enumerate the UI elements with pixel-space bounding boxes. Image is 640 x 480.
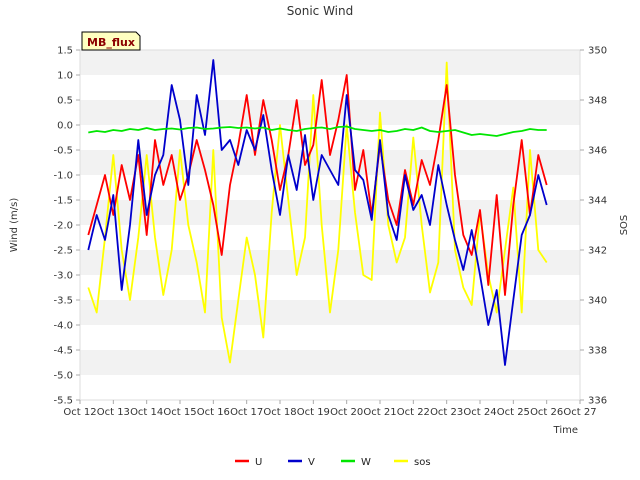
y-axis-title: Wind (m/s): [9, 198, 20, 253]
left-axis: -5.5 -5.0 -4.5 -4.0 -3.5 -3.0 -2.5 -2.0 -1.5 -1.0…: [53, 46, 80, 407]
x-tick-label: Oct 24: [463, 407, 496, 418]
y-tick-label: 0.5: [57, 96, 73, 107]
legend-item-w: W: [341, 457, 371, 468]
y2-tick-label: 346: [588, 146, 607, 157]
legend-label: W: [361, 457, 371, 468]
grid-band: [80, 375, 580, 400]
grid-band: [80, 325, 580, 350]
x-tick-label: Oct 20: [330, 407, 363, 418]
badge-box: [81, 31, 141, 51]
series-line-v: [87, 59, 548, 366]
series-line-sos: [87, 61, 548, 364]
x-tick-label: Oct 14: [130, 407, 163, 418]
y-tick-label: -2.0: [53, 221, 73, 232]
x-tick-label: Oct 25: [497, 407, 530, 418]
x-tick-label: Oct 17: [230, 407, 263, 418]
x-tick-label: Oct 18: [263, 407, 296, 418]
y-tick-label: -2.5: [53, 246, 73, 257]
legend-item-sos: sos: [394, 457, 431, 468]
y2-tick-label: 342: [588, 246, 607, 257]
y-tick-label: -3.5: [53, 296, 73, 307]
grid-band: [80, 250, 580, 275]
x-tick-label: Oct 13: [97, 407, 130, 418]
chart-title: Sonic Wind: [287, 4, 353, 18]
y2-tick-label: 344: [588, 196, 607, 207]
grid-band: [80, 50, 580, 75]
y2-tick-label: 336: [588, 396, 607, 407]
x-tick-label: Oct 16: [197, 407, 230, 418]
series-line-u: [87, 74, 548, 296]
y-tick-label: -5.0: [53, 371, 73, 382]
right-axis: 336 338 340 342 344 346 348 350: [580, 46, 607, 407]
y2-tick-label: 338: [588, 346, 607, 357]
x-tick-label: Oct 12: [63, 407, 96, 418]
grid-band: [80, 350, 580, 375]
legend-label: V: [308, 457, 315, 468]
legend-label: sos: [414, 457, 431, 468]
y-tick-label: -4.5: [53, 346, 73, 357]
x-tick-label: Oct 26: [530, 407, 563, 418]
y-tick-label: 0.0: [57, 121, 73, 132]
legend-label: U: [255, 457, 262, 468]
y-tick-label: -3.0: [53, 271, 73, 282]
y-tick-label: 1.0: [57, 71, 73, 82]
grid-band: [80, 225, 580, 250]
y-tick-label: 1.5: [57, 46, 73, 57]
series-layer: [87, 59, 548, 366]
x-tick-label: Oct 22: [397, 407, 430, 418]
legend-item-v: V: [288, 457, 315, 468]
y2-axis-title: SOS: [619, 215, 630, 236]
y-tick-label: -1.5: [53, 196, 73, 207]
y2-tick-label: 348: [588, 96, 607, 107]
grid-band: [80, 100, 580, 125]
x-tick-label: Oct 21: [363, 407, 396, 418]
grid-band: [80, 75, 580, 100]
station-badge: MB_flux: [81, 31, 141, 51]
y2-tick-label: 350: [588, 46, 607, 57]
x-axis-title: Time: [553, 425, 578, 436]
x-axis: Oct 12 Oct 13 Oct 14 Oct 15 Oct 16 Oct 17 Oct …: [63, 400, 597, 418]
grid-band: [80, 200, 580, 225]
badge-label: MB_flux: [87, 36, 135, 49]
y-tick-label: -1.0: [53, 171, 73, 182]
y-tick-label: -5.5: [53, 396, 73, 407]
y-tick-label: -4.0: [53, 321, 73, 332]
x-tick-label: Oct 19: [297, 407, 330, 418]
series-line-w: [88, 125, 547, 137]
plot-bands: [80, 50, 580, 400]
y-tick-label: -0.5: [53, 146, 73, 157]
x-tick-label: Oct 23: [430, 407, 463, 418]
x-tick-label: Oct 15: [163, 407, 196, 418]
legend-item-u: U: [235, 457, 262, 468]
x-tick-label: Oct 27: [563, 407, 596, 418]
y2-tick-label: 340: [588, 296, 607, 307]
